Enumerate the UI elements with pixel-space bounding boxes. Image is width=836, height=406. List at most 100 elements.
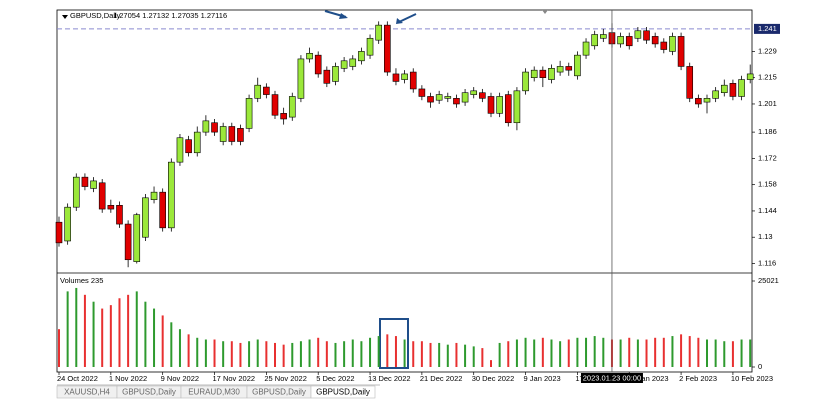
tab-label[interactable]: EURAUD,M30 <box>188 388 240 397</box>
volume-bar <box>628 337 631 367</box>
volume-bar <box>144 301 147 367</box>
volume-bar <box>541 337 544 367</box>
candle-body <box>479 92 486 99</box>
candle-body <box>150 191 158 200</box>
candle-body <box>375 24 382 41</box>
candle-body <box>444 96 452 99</box>
tab[interactable] <box>310 385 376 399</box>
volume-bar <box>420 341 423 367</box>
volume-bar <box>619 339 622 367</box>
candle-body <box>81 176 89 187</box>
cursor-label-bg <box>580 373 643 383</box>
volume-bar <box>325 341 328 367</box>
candle-body <box>72 176 80 208</box>
volume-bar <box>291 342 294 367</box>
candle-body <box>729 83 737 97</box>
volume-bar <box>585 337 588 367</box>
volume-bar <box>662 337 665 367</box>
volume-bar <box>127 294 130 367</box>
volume-bar <box>377 336 380 367</box>
volume-bar <box>308 339 311 367</box>
y-tick-label: 0 <box>758 362 762 371</box>
volume-bar <box>351 339 354 367</box>
volume-bar <box>481 348 484 367</box>
volume-bar <box>196 337 199 367</box>
candle-body <box>90 180 97 189</box>
candle-body <box>392 73 400 82</box>
candle-body <box>600 34 607 39</box>
candle-body <box>349 58 357 67</box>
price-marker-bg <box>754 23 780 34</box>
candle-body <box>530 69 538 78</box>
candle-body <box>720 84 728 94</box>
volume-bar <box>671 336 674 367</box>
candle-body <box>314 54 322 75</box>
volume-bar <box>636 339 639 367</box>
candle-body <box>288 96 296 118</box>
candle-body <box>522 71 529 92</box>
volume-bar <box>317 337 320 367</box>
volume-bar <box>706 339 708 367</box>
tab-label[interactable]: GBPUSD,Daily <box>252 388 306 397</box>
y-tick-label: 1.215 <box>758 73 777 82</box>
candle-body <box>504 94 512 124</box>
volume-bar <box>58 329 60 367</box>
volume-bar <box>187 334 190 367</box>
candle-body <box>427 96 434 103</box>
candle-body <box>98 182 106 210</box>
ohlc-values: 1.27054 1.27132 1.27035 1.27116 <box>113 11 227 20</box>
volume-bar <box>472 346 475 367</box>
candle-body <box>634 30 642 39</box>
candle-body <box>435 94 443 101</box>
candle-body <box>712 90 719 99</box>
x-tick-label: 30 Dec 2022 <box>472 374 515 383</box>
candle-body <box>470 90 478 95</box>
volume-bar <box>161 315 164 367</box>
candle-body <box>686 66 694 99</box>
volume-bar <box>645 339 648 367</box>
candle-body <box>582 41 590 56</box>
candle-body <box>453 98 460 105</box>
candle-body <box>306 52 313 60</box>
candle-body <box>193 131 201 154</box>
volume-bar <box>213 339 216 367</box>
candle-body <box>643 30 650 41</box>
x-tick-label: 9 Jan 2023 <box>524 374 561 383</box>
volume-bar <box>524 337 527 367</box>
annotation-arrowhead <box>339 13 348 19</box>
candle-body <box>254 84 262 99</box>
price-marker-label: 1.241 <box>758 24 777 33</box>
candle-body <box>211 122 218 133</box>
candle-body <box>202 120 210 133</box>
volume-bar <box>654 337 657 367</box>
candle-body <box>625 36 633 47</box>
candle-body <box>496 96 503 114</box>
volume-bar <box>723 341 726 367</box>
candle-body <box>168 161 175 229</box>
candle-body <box>133 214 141 262</box>
volume-bar <box>343 341 346 367</box>
volume-bar <box>369 337 372 367</box>
volume-bar <box>248 341 251 367</box>
candle-body <box>176 137 184 163</box>
volume-bar <box>498 342 501 367</box>
volume-bar <box>602 337 605 367</box>
y-tick-label: 1.144 <box>758 206 777 215</box>
volume-bar <box>559 341 562 367</box>
x-tick-label: 25 Nov 2022 <box>264 374 307 383</box>
tab-label[interactable]: GBPUSD,Daily <box>316 388 370 397</box>
y-tick-label: 1.158 <box>758 180 777 189</box>
volume-bar <box>135 291 138 367</box>
candle-body <box>669 36 676 52</box>
volume-bar <box>75 287 78 367</box>
candle-body <box>513 90 521 124</box>
x-tick-label: 2 Feb 2023 <box>679 374 717 383</box>
tab-label[interactable]: GBPUSD,Daily <box>122 388 176 397</box>
volume-bar <box>83 294 86 367</box>
volume-bar <box>731 341 734 367</box>
candle-body <box>548 68 555 80</box>
tab-label[interactable]: XAUUSD,H4 <box>64 388 110 397</box>
candle-body <box>340 60 348 69</box>
candle-body <box>418 88 426 97</box>
